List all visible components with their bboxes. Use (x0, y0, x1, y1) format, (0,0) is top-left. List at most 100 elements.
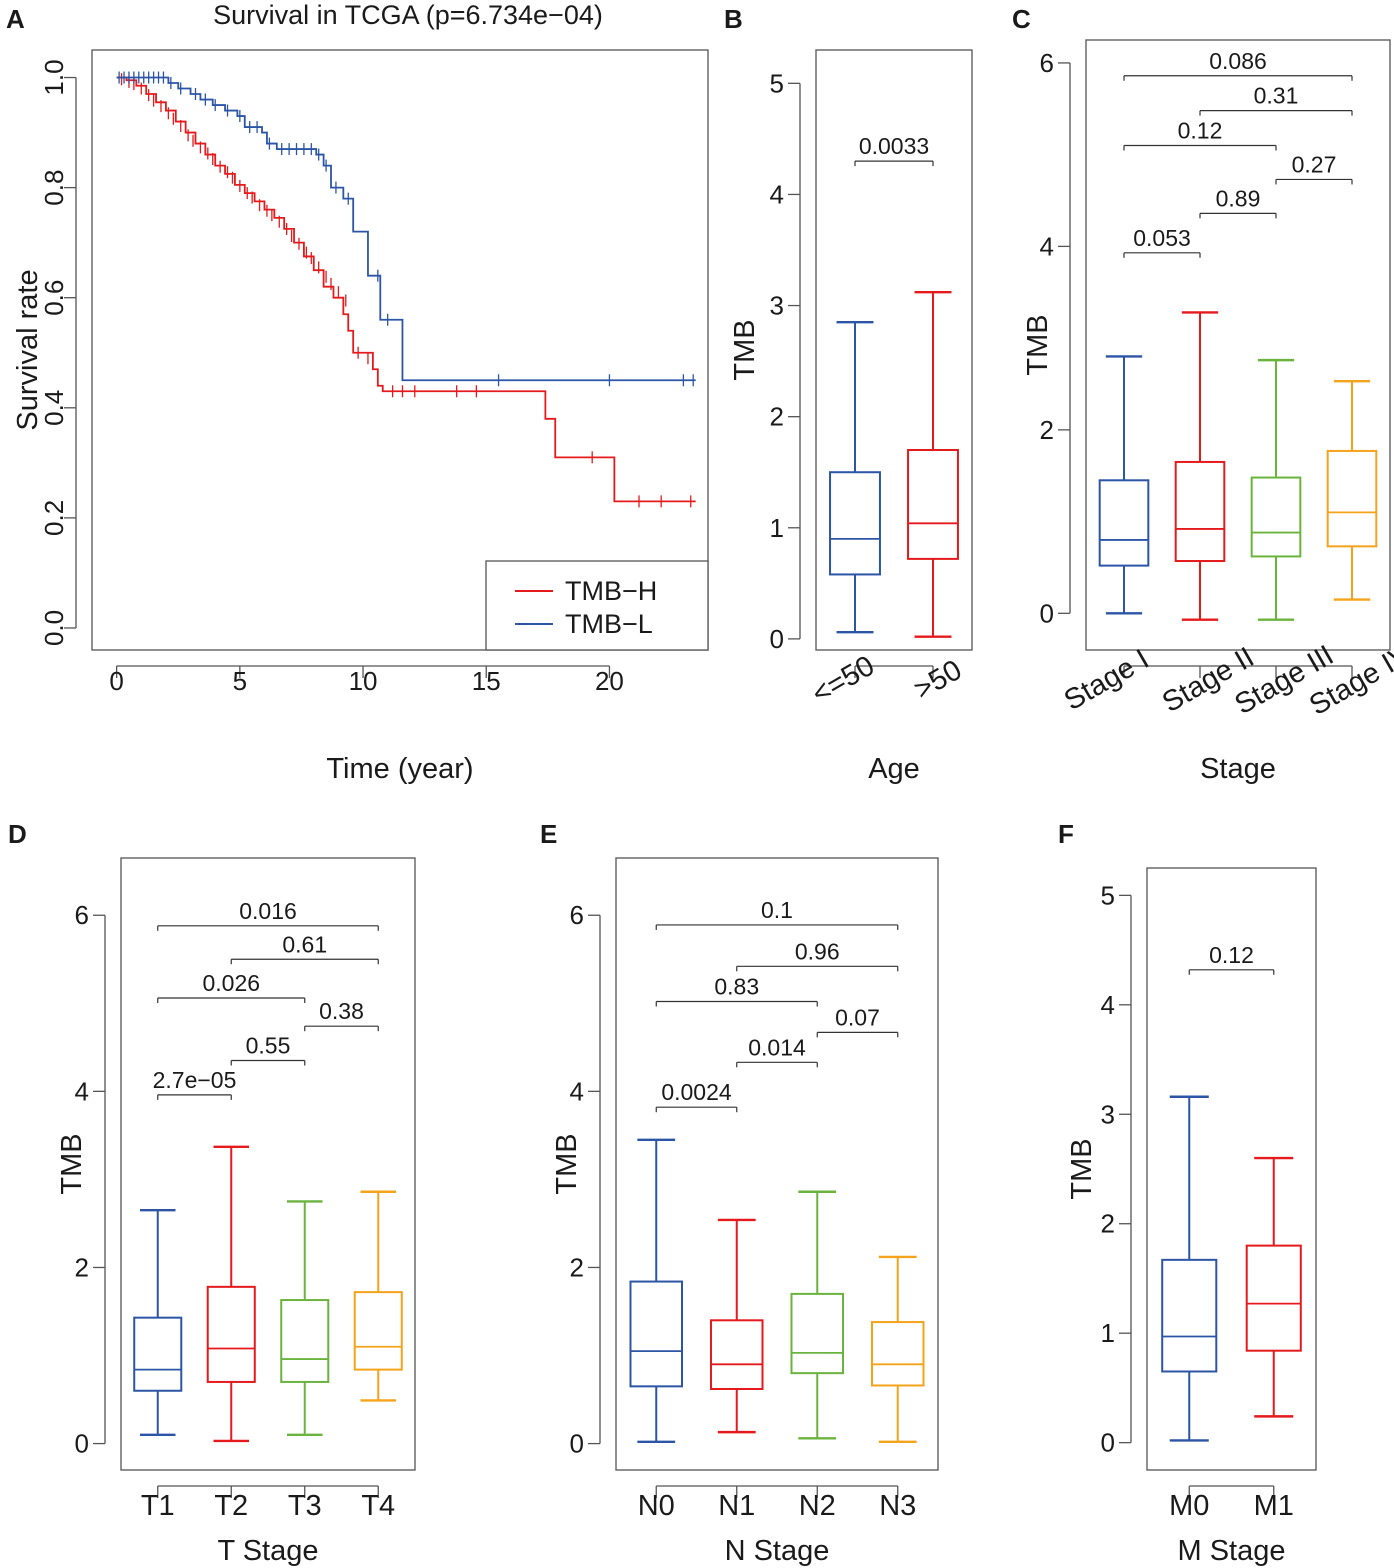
km-curve (116, 76, 696, 382)
box-stage-i (1098, 355, 1150, 615)
x-tick-label: N0 (638, 1490, 675, 1522)
x-tick-label: 5 (233, 666, 247, 696)
y-tick-label: 5 (1101, 880, 1115, 910)
km-curve (116, 76, 696, 503)
box-stage-iii (1250, 358, 1302, 621)
y-tick-label: 3 (1101, 1099, 1115, 1129)
box-t1 (133, 1209, 183, 1436)
y-tick-label: 0 (1040, 598, 1054, 628)
box-50 (829, 321, 881, 634)
legend-label: TMB−H (565, 576, 657, 606)
y-axis-label: TMB (1022, 314, 1054, 375)
panel-label: F (1058, 819, 1074, 849)
x-axis-label: N Stage (725, 1535, 830, 1567)
p-value-label: 0.086 (1209, 48, 1267, 74)
y-tick-label: 3 (770, 291, 784, 321)
plot-frame (120, 857, 416, 1471)
y-tick-label: 1 (1101, 1318, 1115, 1348)
iqr-box (1245, 1244, 1302, 1352)
iqr-box (1098, 479, 1150, 567)
y-tick-label: 0.2 (39, 500, 69, 536)
comparison-bracket: 0.07 (816, 1004, 899, 1038)
box-n0 (629, 1138, 684, 1444)
comparison-bracket: 0.014 (736, 1034, 818, 1068)
p-value-label: 0.026 (202, 970, 260, 996)
x-tick-label: T1 (141, 1490, 175, 1522)
iqr-box (280, 1299, 330, 1383)
panel-label: D (8, 819, 27, 849)
x-tick-label: T2 (214, 1490, 248, 1522)
box-stage-ii (1174, 311, 1226, 621)
comparison-bracket: 0.96 (736, 938, 899, 972)
p-value-label: 0.83 (714, 974, 759, 1000)
x-tick-label: 20 (595, 666, 624, 696)
box-t2 (206, 1145, 256, 1443)
iqr-box (709, 1319, 764, 1390)
comparison-bracket: 0.38 (304, 998, 379, 1032)
comparison-bracket: 0.026 (157, 970, 306, 1004)
comparison-bracket: 0.61 (230, 931, 379, 965)
box-50 (907, 291, 959, 638)
box-m1 (1245, 1156, 1302, 1418)
comparison-bracket: 0.12 (1123, 117, 1277, 151)
y-tick-label: 4 (570, 1076, 584, 1106)
panel-a: A 0.0 0.2 0.4 0.6 0.8 1.0 Survival rate Time (ye… (6, 0, 709, 785)
x-tick-label: T4 (361, 1490, 395, 1522)
box-n3 (870, 1255, 925, 1444)
iqr-box (790, 1292, 845, 1375)
x-axis-label: Age (868, 753, 920, 785)
box-n2 (790, 1190, 845, 1440)
comparison-bracket: 0.053 (1123, 225, 1201, 258)
p-value-label: 0.31 (1254, 83, 1299, 109)
y-tick-label: 5 (770, 68, 784, 98)
plot-frame (1146, 867, 1317, 1471)
p-value-label: 0.12 (1178, 117, 1223, 143)
x-tick-label: N2 (799, 1490, 836, 1522)
p-value-label: 0.27 (1292, 151, 1337, 177)
y-axis-label: TMB (1066, 1138, 1098, 1199)
x-tick-label: T3 (288, 1490, 322, 1522)
y-tick-label: 6 (75, 900, 89, 930)
y-tick-label: 4 (1040, 231, 1054, 261)
iqr-box (1174, 460, 1226, 563)
x-tick-label: Stage I (1059, 643, 1155, 717)
comparison-bracket: 0.55 (230, 1033, 306, 1066)
p-value-label: 0.96 (795, 938, 840, 964)
y-tick-label: 0 (770, 624, 784, 654)
panel-label: C (1012, 4, 1031, 34)
chart-title: Survival in TCGA (p=6.734e−04) (213, 0, 603, 30)
y-tick-label: 0.8 (39, 170, 69, 206)
y-tick-label: 2 (1101, 1209, 1115, 1239)
box-stage-iv (1326, 380, 1378, 601)
panel-d: D 0 2 4 6 TMB T Stage T1 T2 T3 T4 2.7e−05 0.55 0.38 0.… (8, 819, 416, 1567)
legend-label: TMB−L (565, 609, 653, 639)
comparison-bracket: 0.1 (655, 897, 899, 930)
comparison-bracket: 0.016 (157, 898, 379, 931)
y-tick-label: 0.0 (39, 610, 69, 646)
y-tick-label: 6 (1040, 48, 1054, 78)
iqr-box (206, 1285, 256, 1383)
panel-label: E (540, 819, 557, 849)
y-axis-label: TMB (551, 1133, 583, 1194)
y-tick-label: 4 (770, 179, 784, 209)
y-axis-label: Survival rate (12, 269, 44, 430)
box-n1 (709, 1218, 764, 1434)
x-tick-label: M1 (1254, 1490, 1294, 1522)
x-tick-label: 10 (349, 666, 378, 696)
panel-e: E 0 2 4 6 TMB N Stage N0 N1 N2 N3 0.0024 0.014 0.07 0.… (540, 819, 939, 1567)
y-tick-label: 2 (770, 402, 784, 432)
p-value-label: 0.053 (1133, 225, 1191, 251)
p-value-label: 2.7e−05 (153, 1067, 237, 1093)
y-tick-label: 4 (1101, 990, 1115, 1020)
plot-frame (91, 49, 709, 651)
iqr-box (133, 1316, 183, 1392)
p-value-label: 0.014 (748, 1034, 806, 1060)
p-value-label: 0.07 (835, 1004, 880, 1030)
x-tick-label: N3 (879, 1490, 916, 1522)
comparison-bracket: 0.086 (1123, 48, 1353, 81)
iqr-box (1250, 476, 1302, 558)
box-t3 (280, 1200, 330, 1436)
x-tick-label: <=50 (807, 650, 880, 711)
